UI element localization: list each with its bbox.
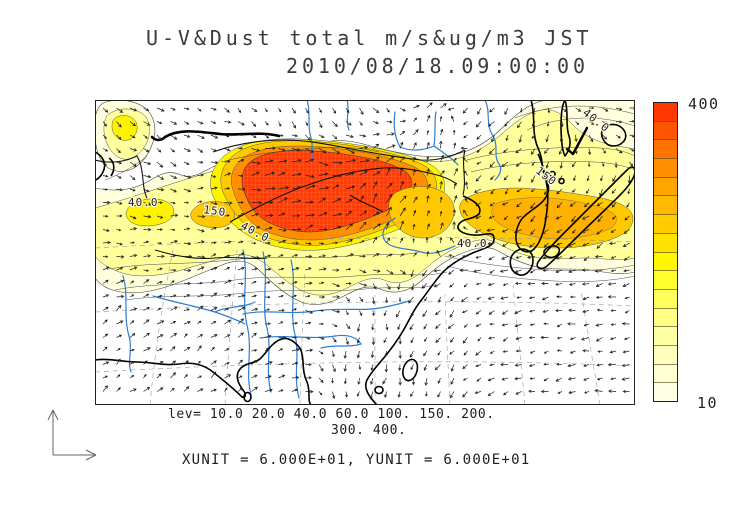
colorbar-segment — [654, 232, 677, 252]
border-layer — [95, 139, 466, 260]
chart-title: U-V&Dust total m/s&ug/m3 JST — [146, 26, 593, 50]
dust-core-hatch — [241, 150, 412, 232]
contour-levels-label-continued: 300. 400. — [331, 423, 407, 438]
colorbar-segment — [654, 307, 677, 327]
colorbar — [653, 102, 678, 402]
colorbar-segment — [654, 120, 677, 140]
colorbar-segment — [654, 251, 677, 271]
colorbar-segment — [654, 270, 677, 289]
unit-axes-arrows — [47, 409, 97, 461]
colorbar-min-label: 10 — [697, 394, 719, 412]
colorbar-segment — [654, 195, 677, 215]
graticule-layer — [95, 237, 635, 405]
colorbar-segment — [654, 139, 677, 159]
colorbar-segment — [654, 158, 677, 177]
colorbar-segment — [654, 176, 677, 196]
colorbar-segment — [654, 363, 677, 383]
yunit-arrow — [47, 409, 59, 455]
contour-label: 40.0 — [457, 237, 488, 250]
colorbar-segment — [654, 214, 677, 233]
colorbar-segment — [654, 103, 677, 121]
lake-balkhash-outline — [150, 130, 281, 142]
dust-fill-region — [190, 201, 235, 228]
map-plot: 40.0 150 40.0 40.0 150 40.0 — [95, 100, 635, 405]
contour-levels-label: lev= 10.0 20.0 40.0 60.0 100. 150. 200. — [168, 407, 495, 422]
contour-label: 150 — [203, 203, 227, 219]
dust-fill-region — [111, 115, 138, 141]
xunit-arrow — [53, 449, 97, 461]
dust-fill-region — [125, 198, 175, 227]
dust-fill-region — [388, 186, 455, 239]
dust-fill-layer — [95, 100, 635, 305]
xunit-yunit-label: XUNIT = 6.000E+01, YUNIT = 6.000E+01 — [182, 452, 531, 468]
map-frame — [95, 100, 635, 405]
colorbar-segment — [654, 288, 677, 308]
wind-vector-field — [102, 102, 635, 400]
colorbar-segment — [654, 326, 677, 345]
colorbar-segment — [654, 382, 677, 401]
chart-timestamp: 2010/08/18.09:00:00 — [286, 54, 589, 78]
colorbar-segment — [654, 344, 677, 364]
contour-line-layer — [104, 105, 635, 301]
colorbar-max-label: 400 — [688, 95, 720, 113]
river-layer — [122, 100, 502, 399]
contour-label: 40.0 — [128, 196, 159, 209]
